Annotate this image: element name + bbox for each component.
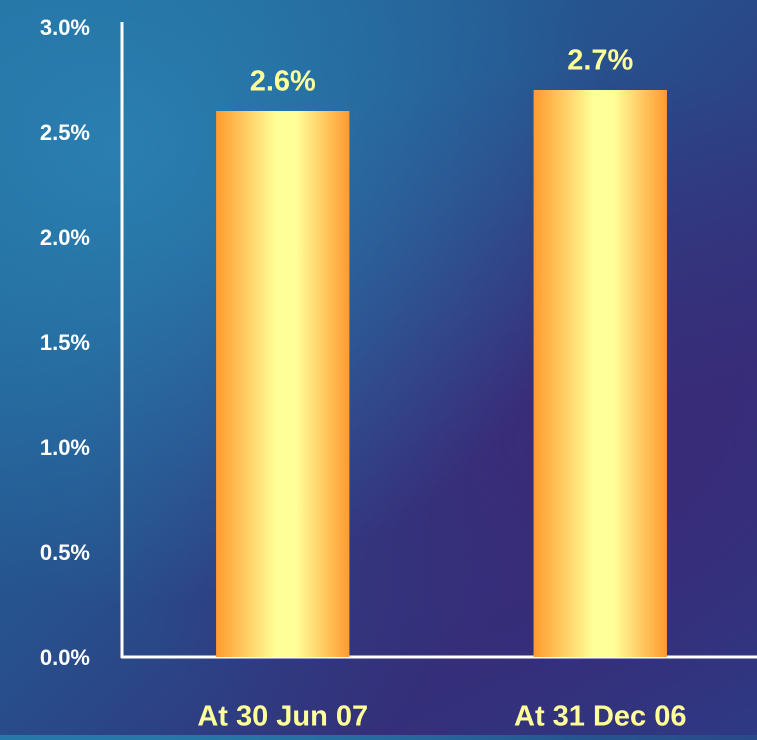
x-tick-label: At 30 Jun 07 (197, 701, 368, 733)
bar (533, 90, 667, 657)
y-tick-label: 1.5% (40, 330, 90, 355)
value-label: 2.6% (250, 66, 316, 98)
value-label: 2.7% (567, 45, 633, 77)
y-tick-label: 2.0% (40, 225, 90, 250)
x-tick-label: At 31 Dec 06 (514, 701, 687, 733)
y-tick-label: 3.0% (40, 15, 90, 40)
y-tick-label: 0.5% (40, 540, 90, 565)
y-tick-label: 1.0% (40, 435, 90, 460)
y-tick-label: 0.0% (40, 645, 90, 670)
y-tick-label: 2.5% (40, 120, 90, 145)
bar (216, 111, 350, 657)
